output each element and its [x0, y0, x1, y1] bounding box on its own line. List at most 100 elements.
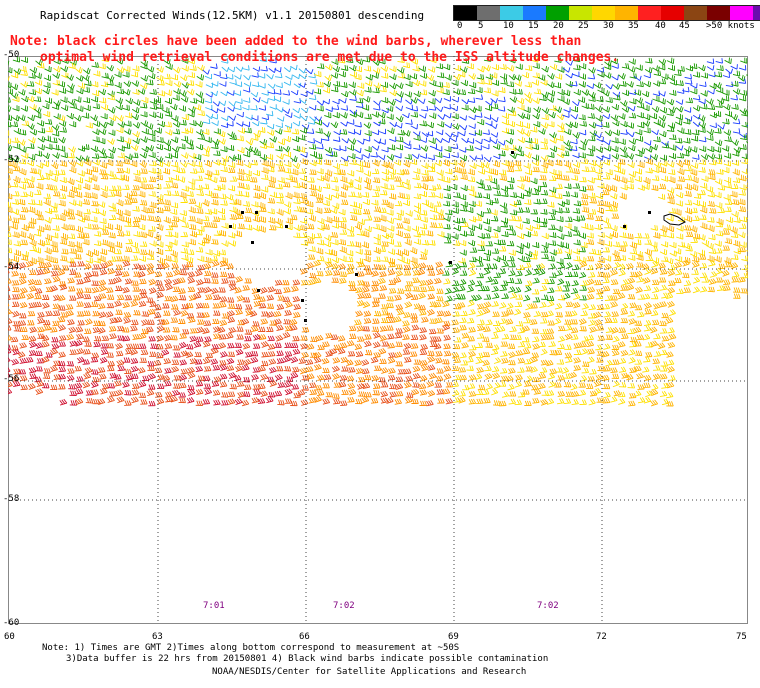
wind-barb — [555, 159, 563, 167]
wind-barb — [306, 237, 315, 244]
wind-barb — [291, 128, 300, 135]
wind-barb — [619, 192, 627, 200]
wind-barb — [346, 268, 355, 275]
wind-barb — [26, 233, 35, 241]
wind-barb — [130, 144, 139, 151]
wind-barb — [355, 154, 363, 160]
wind-barb — [34, 209, 42, 218]
wind-barb — [618, 113, 626, 120]
wind-barb — [266, 294, 275, 301]
wind-barb — [180, 197, 188, 203]
wind-barb — [684, 107, 692, 113]
wind-barb — [362, 368, 370, 375]
wind-barb — [389, 65, 397, 73]
wind-barb — [427, 154, 435, 161]
wind-barb — [540, 138, 548, 145]
wind-barb — [418, 292, 426, 300]
wind-barb — [322, 200, 330, 207]
wind-barb — [611, 373, 620, 379]
wind-barb — [499, 63, 507, 70]
wind-barb — [130, 190, 138, 197]
wind-barb — [653, 351, 662, 357]
wind-barb — [474, 145, 482, 151]
wind-barb — [411, 225, 419, 232]
wind-barb — [179, 269, 188, 276]
wind-barb — [157, 257, 165, 265]
wind-barb — [289, 214, 298, 221]
wind-barb — [421, 162, 429, 170]
wind-barb — [459, 205, 468, 212]
wind-barb — [453, 374, 461, 381]
wind-barb — [690, 135, 699, 142]
wind-barb — [491, 197, 499, 204]
wind-barb — [259, 206, 267, 213]
wind-barb — [683, 280, 692, 287]
wind-barb — [338, 169, 346, 176]
wind-barb — [156, 137, 164, 144]
wind-barb — [700, 206, 708, 214]
wind-barb — [41, 382, 50, 389]
wind-barb — [69, 121, 77, 128]
wind-barb — [84, 263, 92, 270]
wind-barb — [597, 87, 605, 94]
wind-barb — [20, 239, 28, 246]
wind-barb — [170, 182, 179, 189]
wind-barb — [378, 111, 386, 119]
wind-barb — [674, 208, 682, 216]
wind-barb — [421, 316, 429, 323]
wind-barb — [485, 167, 493, 175]
wind-barb — [485, 240, 493, 247]
wind-barb — [275, 160, 284, 167]
wind-barb — [699, 272, 708, 279]
wind-barb — [707, 255, 715, 263]
wind-barb — [293, 182, 301, 189]
wind-barb — [260, 119, 268, 125]
wind-barb — [514, 160, 522, 167]
wind-barb — [428, 372, 437, 380]
wind-barb — [50, 285, 58, 292]
wind-barb — [202, 118, 211, 125]
wind-barb — [532, 268, 540, 276]
wind-barb — [20, 206, 29, 213]
wind-barb — [597, 231, 605, 238]
wind-barb — [461, 137, 469, 144]
wind-barb — [629, 248, 638, 255]
wind-barb — [227, 351, 236, 358]
wind-barb — [21, 224, 29, 232]
wind-barb — [588, 208, 597, 215]
wind-barb — [740, 134, 748, 141]
wind-barb — [706, 134, 714, 141]
wind-barb — [243, 175, 251, 181]
wind-barb — [186, 397, 195, 404]
wind-barb — [436, 169, 444, 176]
wind-barb — [586, 383, 594, 389]
wind-barb — [419, 375, 428, 382]
wind-barb — [620, 349, 629, 357]
wind-barb — [732, 128, 741, 134]
wind-barb — [13, 165, 21, 172]
wind-barb — [674, 119, 683, 126]
wind-barb — [554, 349, 563, 356]
wind-barb — [69, 340, 78, 347]
wind-barb — [548, 191, 556, 198]
wind-barb — [59, 255, 68, 262]
wind-barb — [346, 226, 355, 233]
wind-barb — [28, 302, 36, 309]
wind-barb — [146, 268, 155, 275]
wind-barb — [300, 232, 308, 239]
wind-barb — [621, 279, 629, 286]
wind-barb — [562, 67, 571, 73]
wind-barb — [237, 359, 245, 365]
wind-barb — [588, 398, 596, 406]
wind-barb — [42, 152, 50, 160]
wind-barb — [587, 376, 596, 382]
wind-barb — [132, 121, 141, 129]
wind-barb — [43, 193, 51, 200]
wind-barb — [474, 294, 482, 302]
wind-barb — [707, 200, 715, 208]
wind-barb — [412, 277, 420, 284]
wind-barb — [123, 216, 132, 224]
wind-barb — [524, 380, 532, 387]
wind-barb — [83, 293, 92, 300]
wind-barb — [620, 151, 628, 158]
